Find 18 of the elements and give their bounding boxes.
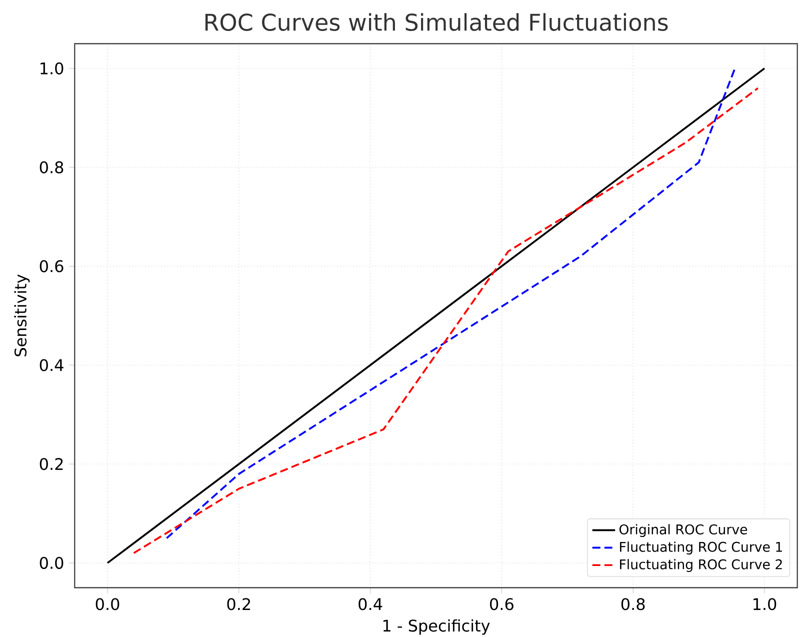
legend-label: Fluctuating ROC Curve 2 [620, 559, 782, 572]
x-tick-label: 1.0 [754, 598, 776, 610]
x-tick-label: 0.2 [227, 598, 250, 610]
y-tick-label: 1.0 [40, 62, 64, 74]
x-tick-label: 0.8 [621, 598, 645, 610]
y-tick-label: 0.6 [40, 260, 64, 272]
x-axis-title: 1 - Specificity [383, 619, 490, 635]
chart-title: ROC Curves with Simulated Fluctuations [205, 13, 668, 31]
y-tick-label: 0.0 [40, 556, 64, 569]
y-tick-label: 0.2 [40, 458, 63, 470]
y-axis-title: Sensitivity [14, 274, 30, 356]
x-tick-label: 0.4 [358, 598, 382, 610]
x-tick-label: 0.0 [96, 598, 120, 610]
y-tick-label: 0.8 [40, 161, 64, 174]
legend-label: Fluctuating ROC Curve 1 [620, 542, 782, 555]
legend-label: Original ROC Curve [619, 524, 748, 538]
x-tick-label: 0.6 [490, 598, 514, 610]
y-tick-label: 0.4 [40, 359, 64, 372]
